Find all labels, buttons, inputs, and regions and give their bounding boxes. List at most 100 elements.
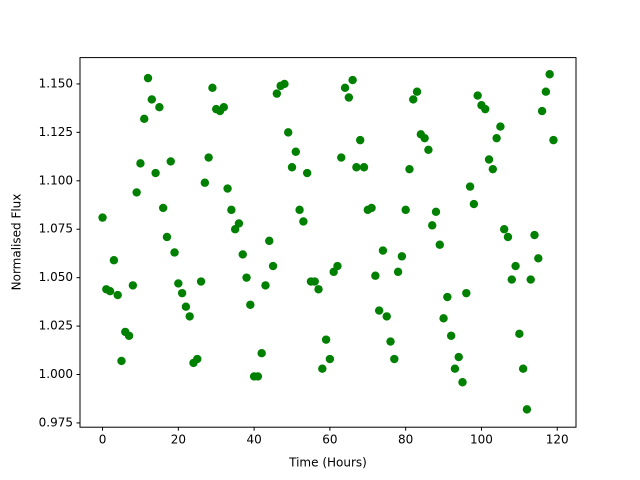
y-tick-label: 1.050 (39, 270, 73, 284)
data-point (196, 277, 206, 286)
data-point (458, 378, 467, 387)
x-tick-label: 100 (470, 433, 493, 447)
data-point (113, 290, 122, 300)
data-point (511, 261, 520, 271)
data-point (302, 168, 312, 178)
data-point (170, 248, 179, 257)
data-point (246, 300, 255, 309)
data-point (409, 95, 418, 104)
data-point (340, 83, 350, 93)
data-point (136, 159, 145, 168)
data-point (499, 225, 509, 234)
data-point (314, 285, 323, 294)
data-point (151, 168, 160, 178)
data-point (140, 114, 149, 124)
y-tick-label: 1.075 (39, 222, 73, 236)
data-point (431, 207, 441, 216)
data-point (268, 261, 278, 271)
data-point (503, 232, 513, 242)
axes-frame (79, 57, 577, 428)
data-point (450, 364, 460, 373)
data-point (530, 230, 539, 240)
data-point (185, 312, 194, 321)
data-point (428, 221, 437, 230)
data-point (541, 87, 551, 96)
data-point (177, 288, 187, 298)
data-point (261, 281, 270, 290)
data-point (374, 306, 384, 315)
data-point (405, 164, 414, 174)
data-point (291, 147, 300, 156)
data-point (412, 87, 422, 96)
data-point (439, 314, 448, 323)
data-point (162, 232, 172, 242)
data-point (473, 91, 482, 100)
data-point (545, 70, 554, 79)
data-point (310, 277, 319, 286)
data-point (318, 364, 327, 373)
data-point (253, 372, 263, 381)
data-point (393, 267, 403, 277)
data-point (367, 203, 376, 213)
data-point (526, 275, 535, 284)
data-point (507, 275, 516, 284)
y-tick-label: 1.025 (39, 319, 73, 333)
data-point (435, 240, 444, 249)
data-point (98, 213, 107, 222)
y-tick-label: 1.125 (39, 125, 73, 139)
data-point (481, 104, 490, 114)
data-point (204, 153, 213, 162)
x-tick-label: 40 (246, 433, 261, 447)
data-point (397, 252, 407, 261)
x-tick-label: 20 (171, 433, 186, 447)
x-tick-label: 0 (99, 433, 107, 447)
data-point (356, 135, 365, 145)
data-point (424, 145, 433, 155)
data-point (333, 261, 342, 271)
data-point (492, 133, 501, 143)
data-point (200, 178, 210, 187)
data-point (280, 79, 289, 89)
y-axis-label: Normalised Flux (10, 194, 24, 291)
x-tick-label: 60 (322, 433, 337, 447)
data-point (272, 89, 282, 98)
data-point (223, 184, 232, 193)
data-point (158, 203, 168, 213)
data-point (265, 236, 274, 246)
data-point (454, 352, 463, 362)
y-tick-label: 1.000 (39, 367, 73, 381)
data-point (174, 279, 183, 288)
data-point (325, 354, 335, 364)
data-point (181, 302, 191, 311)
data-point (124, 331, 134, 340)
data-point (287, 163, 297, 172)
data-point (242, 273, 251, 282)
x-tick-label: 80 (398, 433, 413, 447)
data-point (193, 354, 202, 364)
data-point (462, 288, 471, 298)
data-point (382, 312, 391, 321)
data-point (147, 95, 157, 104)
data-point (166, 157, 175, 166)
data-point (549, 135, 558, 145)
data-point (386, 337, 395, 346)
data-point (465, 182, 475, 191)
data-point (443, 292, 452, 302)
data-point (234, 219, 244, 228)
x-axis-label: Time (Hours) (288, 456, 367, 470)
data-point (488, 164, 498, 174)
data-point (219, 102, 228, 112)
x-tick-label: 120 (546, 433, 569, 447)
data-point (105, 287, 115, 296)
data-point (337, 153, 346, 162)
data-point (128, 281, 138, 290)
data-point (208, 83, 217, 93)
y-tick-label: 1.150 (39, 76, 73, 90)
data-point (143, 73, 153, 83)
data-point (484, 155, 494, 164)
data-point (117, 356, 126, 366)
data-point (348, 75, 357, 85)
data-point (518, 364, 528, 373)
data-point (515, 329, 524, 339)
